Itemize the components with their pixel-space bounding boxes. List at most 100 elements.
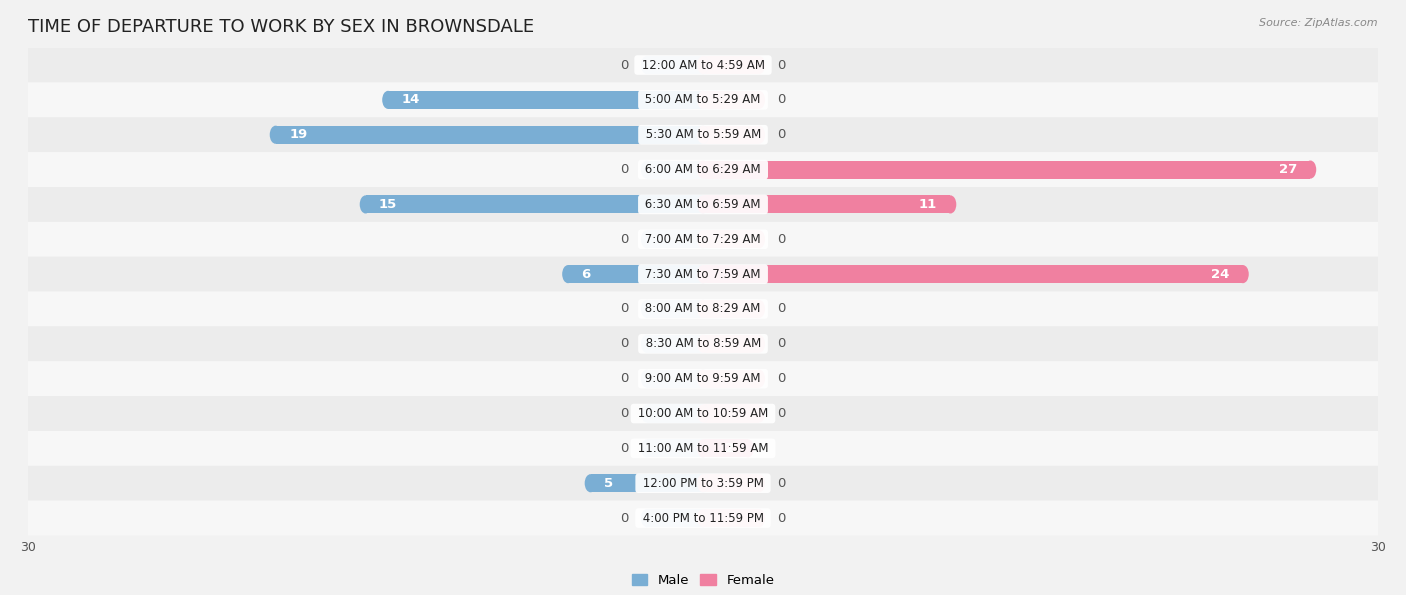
Circle shape bbox=[1305, 161, 1316, 178]
Bar bbox=[647, 56, 703, 74]
Circle shape bbox=[697, 509, 709, 527]
Text: 0: 0 bbox=[778, 512, 786, 525]
Text: 4:00 PM to 11:59 PM: 4:00 PM to 11:59 PM bbox=[638, 512, 768, 525]
Circle shape bbox=[562, 265, 574, 283]
Bar bbox=[647, 335, 703, 353]
Circle shape bbox=[641, 230, 652, 248]
Text: 0: 0 bbox=[620, 512, 628, 525]
Bar bbox=[703, 195, 950, 214]
Text: 0: 0 bbox=[778, 477, 786, 490]
Text: 0: 0 bbox=[620, 233, 628, 246]
Circle shape bbox=[697, 230, 709, 248]
Bar bbox=[703, 230, 759, 248]
Text: 7:30 AM to 7:59 AM: 7:30 AM to 7:59 AM bbox=[641, 268, 765, 281]
Text: 19: 19 bbox=[290, 129, 308, 141]
Circle shape bbox=[697, 474, 709, 492]
Circle shape bbox=[697, 91, 709, 109]
Circle shape bbox=[697, 335, 709, 353]
Bar bbox=[703, 265, 1243, 283]
Text: 0: 0 bbox=[778, 407, 786, 420]
Circle shape bbox=[641, 300, 652, 318]
Bar bbox=[568, 265, 703, 283]
Circle shape bbox=[754, 126, 765, 144]
FancyBboxPatch shape bbox=[6, 292, 1406, 327]
Text: 0: 0 bbox=[620, 442, 628, 455]
Bar bbox=[703, 405, 759, 422]
Bar bbox=[703, 56, 759, 74]
FancyBboxPatch shape bbox=[6, 500, 1406, 536]
Text: 12:00 PM to 3:59 PM: 12:00 PM to 3:59 PM bbox=[638, 477, 768, 490]
Circle shape bbox=[641, 369, 652, 388]
Bar bbox=[703, 161, 1310, 178]
Bar bbox=[647, 439, 703, 458]
FancyBboxPatch shape bbox=[6, 361, 1406, 396]
Text: 0: 0 bbox=[778, 337, 786, 350]
Circle shape bbox=[697, 56, 709, 74]
Text: 14: 14 bbox=[402, 93, 420, 107]
Text: 11:00 AM to 11:59 AM: 11:00 AM to 11:59 AM bbox=[634, 442, 772, 455]
Circle shape bbox=[754, 405, 765, 422]
Bar bbox=[276, 126, 703, 144]
Circle shape bbox=[697, 300, 709, 318]
FancyBboxPatch shape bbox=[6, 222, 1406, 256]
Circle shape bbox=[754, 56, 765, 74]
FancyBboxPatch shape bbox=[6, 152, 1406, 187]
Bar bbox=[703, 509, 759, 527]
Circle shape bbox=[697, 439, 709, 458]
Bar bbox=[703, 369, 759, 388]
Legend: Male, Female: Male, Female bbox=[626, 569, 780, 593]
Text: 0: 0 bbox=[778, 58, 786, 71]
FancyBboxPatch shape bbox=[6, 187, 1406, 222]
Text: 12:00 AM to 4:59 AM: 12:00 AM to 4:59 AM bbox=[638, 58, 768, 71]
Circle shape bbox=[697, 126, 709, 144]
Text: 2: 2 bbox=[725, 442, 734, 455]
Bar bbox=[647, 369, 703, 388]
Circle shape bbox=[754, 509, 765, 527]
Bar bbox=[703, 91, 759, 109]
Text: 6: 6 bbox=[582, 268, 591, 281]
Bar bbox=[366, 195, 703, 214]
Text: TIME OF DEPARTURE TO WORK BY SEX IN BROWNSDALE: TIME OF DEPARTURE TO WORK BY SEX IN BROW… bbox=[28, 18, 534, 36]
Text: 8:30 AM to 8:59 AM: 8:30 AM to 8:59 AM bbox=[641, 337, 765, 350]
Circle shape bbox=[360, 195, 371, 214]
FancyBboxPatch shape bbox=[6, 83, 1406, 117]
Text: 0: 0 bbox=[778, 129, 786, 141]
Text: 0: 0 bbox=[620, 337, 628, 350]
Circle shape bbox=[641, 405, 652, 422]
Circle shape bbox=[754, 300, 765, 318]
Circle shape bbox=[382, 91, 394, 109]
Text: 0: 0 bbox=[778, 233, 786, 246]
Text: 0: 0 bbox=[620, 163, 628, 176]
Circle shape bbox=[641, 161, 652, 178]
Circle shape bbox=[697, 405, 709, 422]
Text: 15: 15 bbox=[380, 198, 398, 211]
Text: 27: 27 bbox=[1278, 163, 1296, 176]
Circle shape bbox=[641, 56, 652, 74]
Circle shape bbox=[754, 335, 765, 353]
Text: 0: 0 bbox=[778, 302, 786, 315]
Text: 0: 0 bbox=[620, 372, 628, 385]
Bar bbox=[703, 126, 759, 144]
FancyBboxPatch shape bbox=[6, 431, 1406, 466]
Circle shape bbox=[754, 91, 765, 109]
Text: 24: 24 bbox=[1211, 268, 1229, 281]
Bar bbox=[703, 474, 759, 492]
FancyBboxPatch shape bbox=[6, 48, 1406, 83]
Circle shape bbox=[641, 509, 652, 527]
Circle shape bbox=[754, 230, 765, 248]
Circle shape bbox=[697, 335, 709, 353]
Circle shape bbox=[697, 126, 709, 144]
Text: 5:00 AM to 5:29 AM: 5:00 AM to 5:29 AM bbox=[641, 93, 765, 107]
Circle shape bbox=[697, 439, 709, 458]
Circle shape bbox=[697, 195, 709, 214]
Text: 10:00 AM to 10:59 AM: 10:00 AM to 10:59 AM bbox=[634, 407, 772, 420]
Text: 0: 0 bbox=[778, 372, 786, 385]
Circle shape bbox=[754, 474, 765, 492]
FancyBboxPatch shape bbox=[6, 396, 1406, 431]
Text: 8:00 AM to 8:29 AM: 8:00 AM to 8:29 AM bbox=[641, 302, 765, 315]
FancyBboxPatch shape bbox=[6, 327, 1406, 361]
Bar bbox=[703, 300, 759, 318]
Circle shape bbox=[697, 195, 709, 214]
Bar bbox=[647, 230, 703, 248]
Bar bbox=[647, 161, 703, 178]
